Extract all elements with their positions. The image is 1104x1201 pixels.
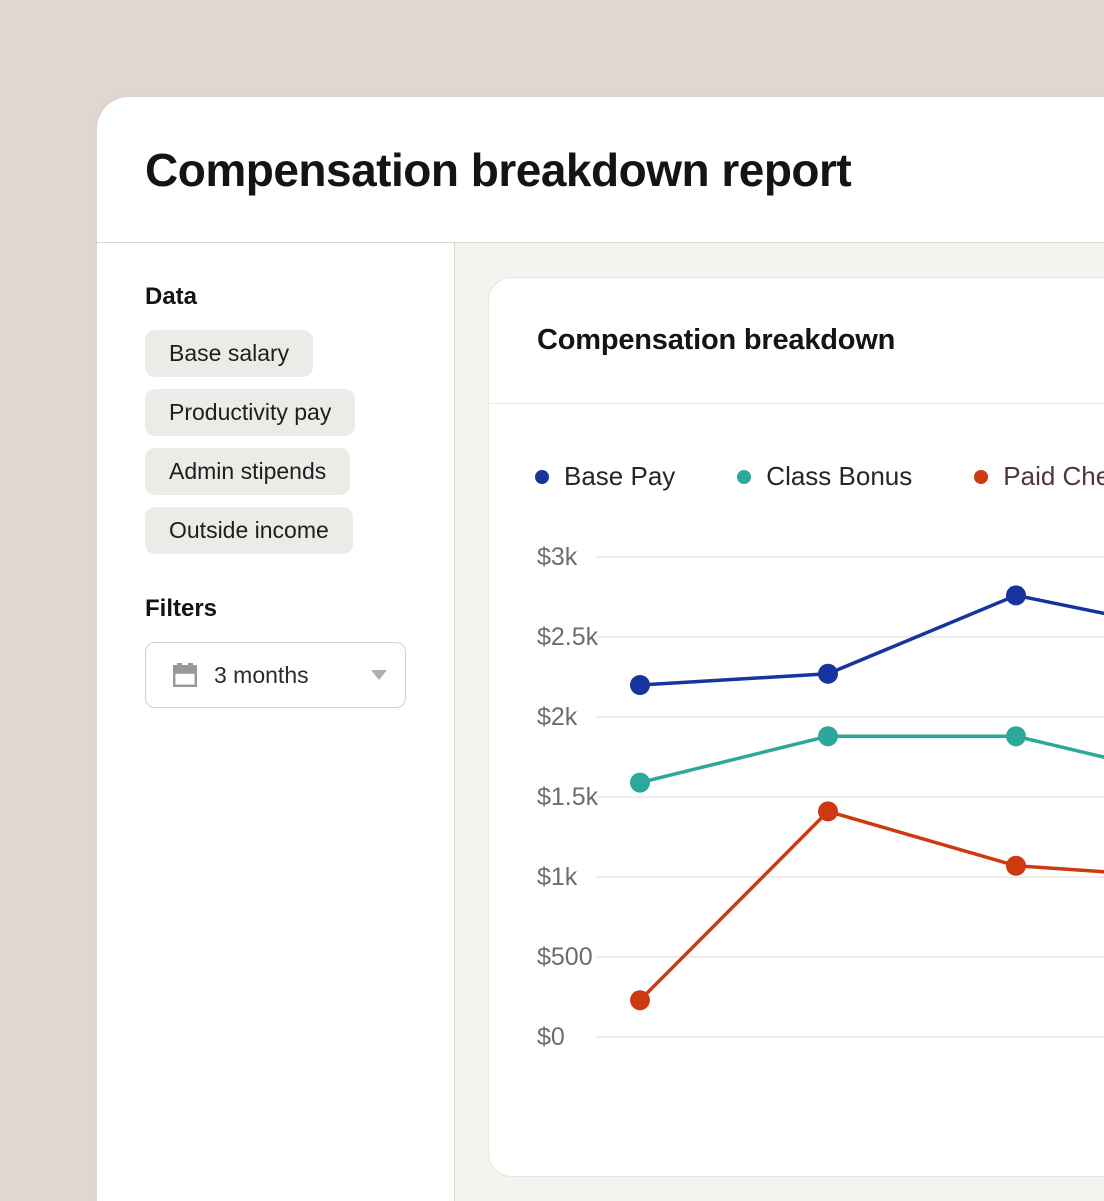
point-base-pay-3: [1006, 585, 1026, 606]
point-class-bonus-3: [1006, 726, 1026, 747]
legend-label-class-bonus: Class Bonus: [766, 461, 913, 491]
line-class-bonus: [639, 734, 1104, 785]
y-tick-1k: $1k: [537, 863, 578, 891]
legend-item-paid-che[interactable]: Paid Che: [974, 461, 1104, 492]
legend-item-base-pay[interactable]: Base Pay: [535, 461, 675, 492]
y-tick-500: $500: [537, 943, 593, 971]
chart-card-header: Compensation breakdown: [489, 278, 1104, 404]
date-range-dropdown[interactable]: 3 months: [145, 642, 406, 708]
line-base-pay: [639, 593, 1104, 687]
legend-label-paid-che: Paid Che: [1003, 461, 1104, 491]
data-item-base-salary[interactable]: Base salary: [145, 330, 314, 377]
point-base-pay-2: [818, 663, 838, 684]
report-card: Compensation breakdown report Data Base …: [97, 97, 1104, 1201]
legend-label-base-pay: Base Pay: [564, 461, 676, 491]
y-tick-0: $0: [537, 1023, 565, 1051]
point-base-pay-1: [630, 675, 650, 695]
line-paid-che: [638, 809, 1104, 1002]
y-tick-1-5k: $1.5k: [537, 783, 599, 811]
point-class-bonus-2: [818, 726, 838, 747]
chevron-down-icon: [371, 670, 387, 680]
chart-card: Compensation breakdown Base Pay Class Bon…: [488, 277, 1104, 1177]
data-item-productivity-pay[interactable]: Productivity pay: [145, 389, 356, 436]
date-range-value: 3 months: [214, 661, 309, 688]
calendar-icon: [173, 663, 198, 688]
legend-item-class-bonus[interactable]: Class Bonus: [737, 461, 912, 492]
y-tick-2k: $2k: [537, 703, 578, 731]
point-paid-che-3: [1006, 855, 1026, 876]
report-body: Data Base salary Productivity pay Admin st…: [97, 243, 1104, 1201]
page-title: Compensation breakdown report: [145, 143, 852, 196]
data-section-heading: Data: [145, 283, 198, 310]
y-tick-2-5k: $2.5k: [537, 623, 599, 651]
legend-dot-paid-che: [974, 469, 989, 484]
report-header: Compensation breakdown report: [97, 97, 1104, 243]
chart-legend: Base Pay Class Bonus Paid Che: [535, 461, 1104, 492]
point-class-bonus-1: [630, 772, 650, 793]
point-paid-che-2: [818, 801, 838, 822]
chart-title: Compensation breakdown: [537, 324, 896, 356]
compensation-line-chart: $3k $2.5k $2k $1.5k $1k $500 $0: [537, 543, 1104, 1051]
filters-section-heading: Filters: [145, 595, 218, 622]
data-item-outside-income[interactable]: Outside income: [145, 507, 353, 554]
legend-dot-base-pay: [535, 469, 549, 484]
data-item-admin-stipends[interactable]: Admin stipends: [145, 448, 351, 495]
main-area: Compensation breakdown Base Pay Class Bon…: [455, 243, 1104, 1201]
data-items-list: Base salary Productivity pay Admin stipend…: [145, 330, 454, 554]
legend-dot-class-bonus: [737, 469, 752, 484]
sidebar: Data Base salary Productivity pay Admin st…: [97, 243, 455, 1201]
y-tick-3k: $3k: [537, 543, 578, 571]
point-paid-che-1: [630, 990, 650, 1011]
